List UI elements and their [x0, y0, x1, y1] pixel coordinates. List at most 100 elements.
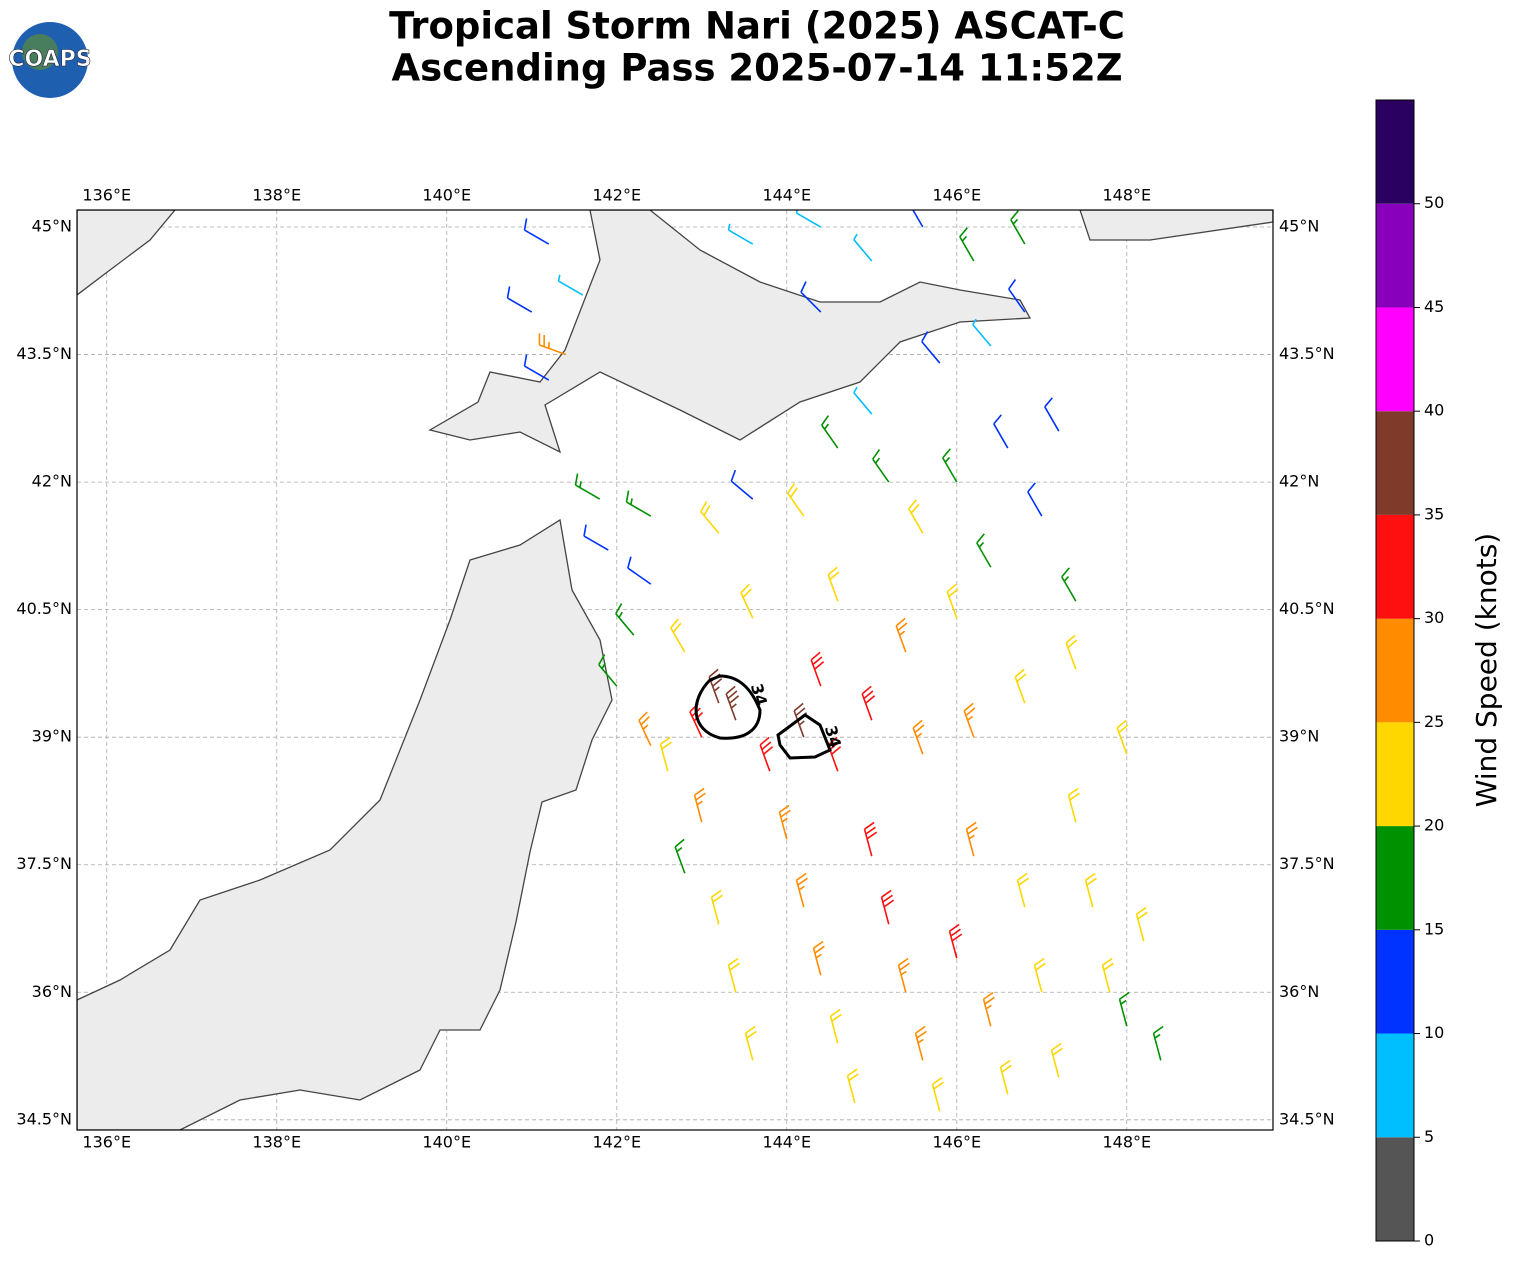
colorbar-tick-label: 50: [1424, 193, 1444, 212]
logo: COAPS: [8, 22, 92, 98]
wind-barb: [895, 617, 908, 653]
x-tick-label: 144°E: [762, 1133, 811, 1152]
wind-barb: [976, 533, 992, 568]
colorbar-tick-label: 25: [1424, 712, 1444, 731]
wind-barb: [625, 490, 652, 517]
wind-barb: [846, 1068, 859, 1103]
colorbar-tick-label: 10: [1424, 1023, 1444, 1042]
contour-34: [694, 674, 762, 740]
wind-barb: [725, 685, 740, 721]
wind-barb: [1101, 957, 1114, 993]
wind-barb: [853, 233, 873, 262]
wind-barb: [1084, 872, 1097, 908]
x-tick-label: 138°E: [252, 186, 301, 205]
map-frame: [76, 209, 1274, 1131]
colorbar-tick-label: 5: [1424, 1127, 1434, 1146]
x-tick-label: 144°E: [762, 186, 811, 205]
land: [77, 210, 1273, 1130]
wind-barb: [810, 651, 825, 687]
y-tick-label: 39°N: [1279, 727, 1319, 746]
wind-barb: [908, 499, 924, 534]
wind-barb: [1044, 397, 1060, 432]
wind-barb: [1033, 957, 1046, 993]
wind-barb: [965, 821, 978, 857]
colorbar: 0 5 10 15 20 25 30 35 40 45 50: [1375, 99, 1444, 1250]
colorbar-bin: [1376, 514, 1414, 619]
colorbar-tick-label: 35: [1424, 504, 1444, 523]
wind-barb: [880, 889, 895, 925]
wind-barb: [689, 702, 704, 738]
x-tick-label: 142°E: [592, 1133, 641, 1152]
colorbar-bin: [1376, 826, 1414, 930]
wind-barb: [670, 618, 686, 653]
wind-barb: [812, 940, 825, 976]
wind-barb: [787, 483, 805, 517]
y-tick-label: 39°N: [32, 727, 72, 746]
wind-barb: [795, 872, 808, 908]
wind-barb: [615, 603, 635, 636]
colorbar-tick-label: 30: [1424, 608, 1444, 627]
colorbar-bin: [1376, 411, 1414, 515]
wind-barb: [861, 685, 876, 721]
x-tick-label: 146°E: [932, 1133, 981, 1152]
wind-barb: [897, 957, 910, 993]
asia-coast: [77, 210, 176, 296]
wind-barb: [942, 448, 958, 483]
y-tick-label: 42°N: [1279, 472, 1319, 491]
wind-barb: [1065, 634, 1078, 670]
wind-barb: [912, 719, 925, 755]
wind-barb: [598, 654, 618, 687]
wind-barb: [795, 210, 822, 228]
title-line: Tropical Storm Nari (2025) ASCAT-C: [389, 5, 1125, 48]
wind-barb: [674, 838, 686, 874]
wind-barb: [829, 1008, 842, 1044]
wind-barb: [963, 702, 976, 738]
wind-barb: [523, 218, 550, 245]
wind-barb: [1008, 279, 1026, 313]
x-tick-label: 136°E: [82, 186, 131, 205]
colorbar-bin: [1376, 203, 1414, 308]
colorbar-bin: [1376, 307, 1414, 412]
wind-barb: [827, 566, 840, 602]
wind-barb: [946, 583, 959, 619]
wind-barb: [523, 354, 550, 381]
wind-barb: [1016, 872, 1029, 908]
colorbar-bin: [1376, 722, 1414, 827]
y-tick-label: 36°N: [32, 982, 72, 1001]
colorbar-bin: [1376, 929, 1414, 1034]
wind-barb: [993, 414, 1009, 449]
sakhalin: [1079, 210, 1273, 241]
wind-barb: [727, 223, 754, 245]
logo-land: [22, 34, 58, 70]
colorbar-bin: [1376, 1033, 1414, 1138]
x-tick-label: 140°E: [422, 186, 471, 205]
colorbar-tick-label: 0: [1424, 1231, 1434, 1250]
colorbar-tick-label: 45: [1424, 297, 1444, 316]
wind-barb: [972, 318, 992, 347]
wind-barb: [853, 386, 873, 415]
x-tick-label: 140°E: [422, 1133, 471, 1152]
wind-barb: [1152, 1025, 1164, 1061]
wind-barb: [863, 821, 878, 857]
y-tick-label: 45°N: [32, 217, 72, 236]
colorbar-tick-label: 40: [1424, 401, 1444, 420]
hokkaido: [428, 210, 1032, 454]
wind-barb: [1118, 991, 1130, 1027]
wind-barb: [982, 991, 995, 1027]
colorbar-tick-label: 15: [1424, 919, 1444, 938]
wind-barb: [1116, 719, 1129, 755]
wind-barb: [730, 469, 754, 500]
y-tick-label: 43.5°N: [16, 344, 72, 363]
x-tick-label: 138°E: [252, 1133, 301, 1152]
wind-barb: [959, 227, 975, 262]
wind-barb: [1027, 482, 1043, 517]
wind-barb: [912, 210, 924, 228]
y-tick-label: 40.5°N: [1279, 599, 1335, 618]
wind-barb: [659, 736, 672, 772]
colorbar-label: Wind Speed (knots): [1470, 533, 1503, 807]
wind-barb: [921, 331, 941, 364]
wind-barb: [727, 957, 740, 993]
y-tick-label: 34.5°N: [1279, 1109, 1335, 1128]
wind-barb: [693, 787, 706, 823]
wind-barb: [914, 1025, 927, 1061]
